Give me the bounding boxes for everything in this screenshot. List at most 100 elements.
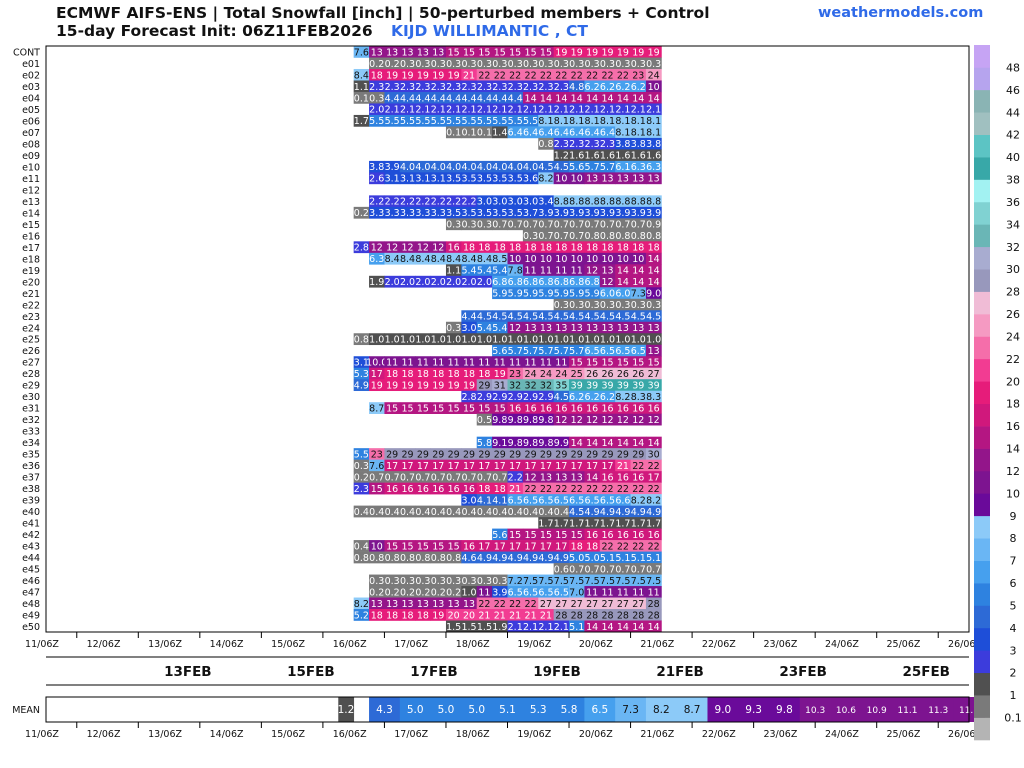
heatmap-cell (353, 114, 370, 127)
cell-label: 2.1 (385, 105, 400, 116)
cell-label: 14 (617, 277, 629, 288)
heatmap-cell (476, 436, 493, 449)
cell-label: 27 (540, 599, 552, 610)
heatmap-cell (538, 287, 555, 300)
cell-label: 3.9 (569, 208, 584, 219)
cell-label: 12 (632, 415, 644, 426)
heatmap-cell (415, 275, 431, 288)
x-axis-label: 25/06Z (887, 639, 921, 650)
cell-label: 5.9 (585, 289, 600, 300)
cell-label: 22 (586, 70, 598, 81)
cell-label: 6.4 (554, 128, 569, 139)
cell-label: 29 (494, 449, 506, 460)
heatmap-cell (599, 344, 616, 357)
cell-label: 3.8 (615, 139, 630, 150)
colorbar-tick-label: 48 (1006, 61, 1020, 74)
heatmap-cell (353, 80, 370, 93)
cell-label: 4.4 (415, 93, 430, 104)
heatmap-cell (538, 459, 555, 472)
heatmap-cell (569, 137, 585, 150)
heatmap-cell (645, 241, 662, 254)
heatmap-cell (538, 436, 555, 449)
cell-label: 2.2 (385, 197, 400, 208)
heatmap-cell (445, 597, 462, 610)
heatmap-cell (645, 413, 662, 426)
heatmap-cell (415, 459, 431, 472)
cell-label: 5.6 (569, 162, 584, 173)
heatmap-cell (630, 448, 647, 460)
heatmap-cell (415, 448, 431, 460)
heatmap-cell (599, 195, 616, 208)
cell-label: 21 (525, 610, 537, 621)
cell-label: 15 (586, 358, 598, 369)
heatmap-cell (476, 574, 493, 587)
heatmap-cell (584, 103, 601, 116)
heatmap-cell (492, 103, 508, 116)
cell-label: 16 (525, 403, 537, 414)
heatmap-cell (461, 597, 478, 610)
heatmap-cell (569, 206, 585, 219)
cell-label: 6.6 (615, 495, 630, 506)
cell-label: 4.4 (385, 93, 400, 104)
heatmap-cell (476, 505, 493, 518)
cell-label: 2.1 (646, 105, 661, 116)
cell-label: 22 (601, 484, 613, 495)
heatmap-cell (415, 597, 431, 610)
heatmap-cell (553, 597, 570, 610)
heatmap-cell (584, 413, 601, 426)
mean-axis-label: 24/06Z (825, 729, 859, 740)
heatmap-cell (522, 413, 539, 426)
colorbar-tick-label: 22 (1006, 353, 1020, 366)
heatmap-cell (507, 390, 524, 403)
cell-label: 0.8 (354, 335, 369, 346)
cell-label: 22 (586, 484, 598, 495)
cell-label: 5.5 (461, 116, 476, 127)
member-label: e17 (22, 243, 40, 254)
heatmap-cell (430, 379, 447, 392)
cell-label: 6.8 (523, 277, 538, 288)
cell-label: 5.1 (646, 553, 661, 564)
cell-label: 32 (509, 381, 521, 392)
heatmap-cell (569, 91, 585, 104)
heatmap-cell (492, 206, 508, 219)
cell-label: 4.0 (523, 162, 538, 173)
cell-label: 16 (601, 403, 613, 414)
cell-label: 0.3 (431, 576, 446, 587)
cell-label: 9.1 (492, 438, 507, 449)
heatmap-cell (553, 482, 570, 495)
cell-label: 24 (525, 369, 537, 380)
cell-label: 6.5 (554, 587, 569, 598)
cell-label: 17 (386, 461, 398, 472)
mean-axis-label: 16/06Z (333, 729, 367, 740)
cell-label: 0.4 (354, 541, 369, 552)
heatmap-cell (553, 459, 570, 472)
heatmap-cell (645, 172, 662, 185)
heatmap-cell (430, 114, 447, 127)
heatmap-cell (584, 379, 601, 392)
heatmap-cell (507, 57, 524, 70)
cell-label: 0.7 (585, 564, 600, 575)
cell-label: 16 (586, 403, 598, 414)
cell-label: 24 (648, 70, 660, 81)
cell-label: 0.8 (538, 139, 553, 150)
cell-label: 14 (586, 93, 598, 104)
cell-label: 8.1 (554, 116, 569, 127)
heatmap-cell (630, 275, 647, 288)
cell-label: 12 (401, 243, 413, 254)
heatmap-cell (369, 46, 385, 58)
cell-label: 1.7 (538, 518, 553, 529)
cell-label: 11 (478, 587, 490, 598)
heatmap-cell (369, 574, 385, 587)
heatmap-cell (476, 160, 493, 173)
heatmap-cell (461, 206, 478, 219)
cell-label: 3.5 (492, 174, 507, 185)
cell-label: 28 (555, 610, 567, 621)
heatmap-cell (645, 390, 662, 403)
cell-label: 17 (555, 541, 567, 552)
mean-value: 5.0 (438, 704, 455, 716)
brand-link[interactable]: weathermodels.com (818, 5, 984, 21)
cell-label: 7.6 (354, 47, 369, 58)
heatmap-cell (399, 379, 416, 392)
heatmap-cell (399, 103, 416, 116)
cell-label: 8.1 (569, 116, 584, 127)
